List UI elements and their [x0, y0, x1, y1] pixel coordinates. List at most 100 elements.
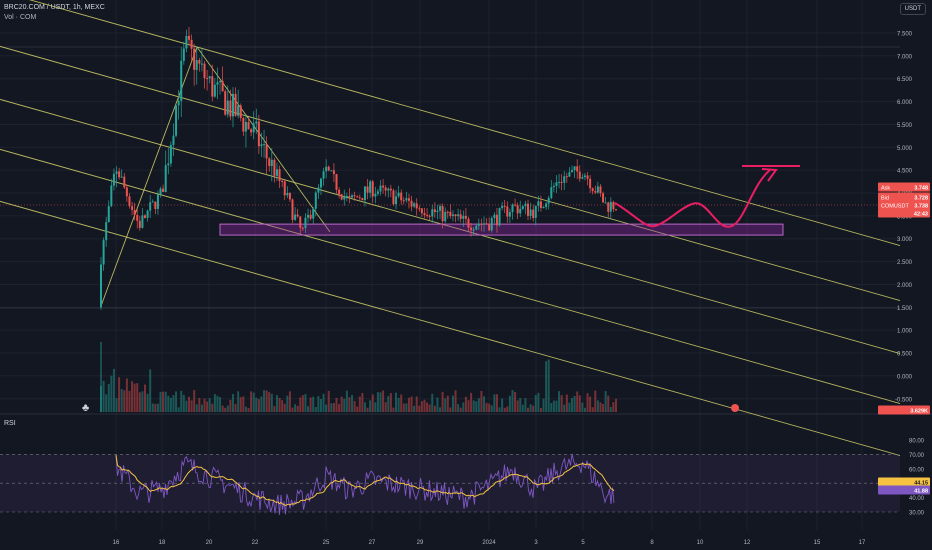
candle-body [485, 223, 488, 225]
candle-body [299, 216, 302, 228]
candle-body [216, 82, 219, 85]
volume-bar [273, 406, 276, 412]
volume-bar [586, 393, 589, 412]
candle-body [242, 117, 245, 132]
candle-body [433, 209, 436, 213]
volume-bar [154, 403, 157, 412]
volume-bar [110, 375, 113, 412]
candle-body [506, 206, 509, 217]
volume-bar [164, 391, 167, 412]
symbol-title: BRC20.COM / USDT, 1h, MEXC [4, 4, 105, 11]
volume-bar [571, 398, 574, 412]
candle-body [172, 135, 175, 145]
candle-body [565, 176, 568, 178]
volume-bar [143, 384, 146, 412]
candle-body [136, 215, 139, 221]
candle-body [237, 105, 240, 116]
candle-body [340, 194, 343, 200]
candle-body [384, 187, 387, 191]
volume-bar [195, 404, 198, 412]
volume-bar [374, 402, 377, 412]
volume-bar [185, 400, 188, 412]
volume-bar [529, 404, 532, 412]
volume-bar [361, 392, 364, 412]
candle-body [571, 170, 574, 173]
candle-body [154, 201, 157, 209]
candle-body [542, 206, 545, 208]
currency-button[interactable]: USDT [899, 3, 926, 15]
candle-body [226, 100, 229, 115]
volume-bar [190, 400, 193, 412]
candle-body [211, 76, 214, 97]
volume-bar [307, 406, 310, 412]
candle-body [361, 198, 364, 201]
volume-bar [330, 403, 333, 412]
candle-body [415, 203, 418, 209]
volume-bar [475, 401, 478, 412]
volume-bar [449, 407, 452, 412]
candle-body [314, 192, 317, 209]
volume-bar [519, 398, 522, 412]
volume-bar [413, 405, 416, 412]
candle-body [547, 197, 550, 204]
channel-line [0, 148, 901, 404]
volume-bar [454, 390, 457, 412]
volume-bar [563, 404, 566, 412]
candle-body [312, 208, 315, 219]
volume-bar [514, 391, 517, 412]
candle-body [366, 186, 369, 193]
candle-body [348, 195, 351, 198]
candle-body [180, 60, 183, 101]
volume-bar [485, 402, 488, 412]
price-tick-label: 6.000 [897, 100, 913, 106]
candle-body [268, 158, 271, 167]
candle-body [594, 191, 597, 193]
candle-body [457, 214, 460, 217]
candle-body [190, 39, 193, 49]
volume-bar [167, 395, 170, 412]
candle-body [177, 100, 180, 106]
price-tick-label: 1.000 [897, 329, 913, 335]
candle-body [498, 208, 501, 226]
volume-bar [451, 395, 454, 412]
candle-body [102, 240, 105, 265]
volume-bar [612, 402, 615, 412]
volume-bar [511, 390, 514, 412]
volume-bar [495, 394, 498, 412]
candle-body [501, 205, 504, 209]
candle-body [400, 192, 403, 201]
volume-bar [206, 401, 209, 412]
candle-body [454, 214, 457, 217]
grid-lines [0, 0, 932, 530]
volume-bar [550, 403, 553, 412]
candle-body [397, 192, 400, 197]
time-tick-label: 16 [113, 540, 120, 546]
rsi-ma-tag-bg [878, 477, 930, 487]
volume-bar [521, 404, 524, 412]
volume-bar [426, 402, 429, 412]
rsi-value-tag-bg [878, 485, 930, 495]
volume-bar [464, 396, 467, 412]
candle-body [270, 159, 273, 167]
candle-body [459, 214, 462, 219]
candle-body [265, 144, 268, 159]
candle-body [555, 182, 558, 186]
candle-body [263, 144, 266, 146]
volume-bar [125, 378, 128, 412]
volume-bar [591, 407, 594, 412]
candle-body [203, 63, 206, 79]
volume-tag-bg [878, 405, 930, 415]
candle-body [244, 121, 247, 132]
volume-bar [156, 403, 159, 412]
candle-body [581, 177, 584, 179]
projection-path [614, 165, 800, 228]
volume-bar [366, 407, 369, 412]
candle-body [193, 48, 196, 70]
candle-body [288, 193, 291, 200]
candle-body [125, 187, 128, 197]
candle-body [612, 201, 615, 210]
ask-tag-label: Ask [881, 185, 890, 191]
volume-bar [141, 391, 144, 412]
candle-body [532, 209, 535, 218]
